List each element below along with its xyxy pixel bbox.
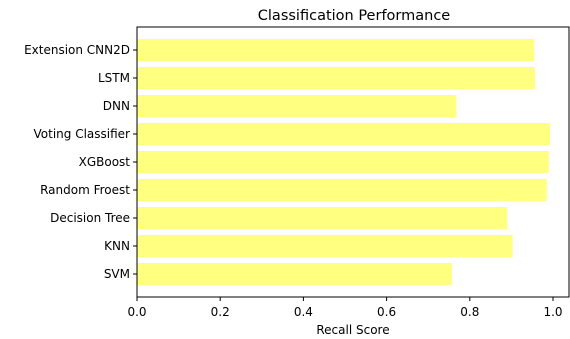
plot-frame [136,26,570,298]
bar-dnn [137,95,457,117]
bars-group [137,39,551,285]
bar-extension-cnn2d [137,39,535,61]
bar-voting-classifier [137,123,551,145]
y-tick-label: Voting Classifier [34,127,131,141]
x-tick-label: 0.4 [294,305,313,319]
chart-title: Classification Performance [258,8,451,24]
bar-random-froest [137,179,547,201]
x-axis-label: Recall Score [316,323,389,337]
y-tick-label: DNN [103,99,130,113]
y-tick-label: KNN [104,239,130,253]
bar-xgboost [137,151,549,173]
y-tick-label: Extension CNN2D [24,43,130,57]
x-tick-label: 0.0 [127,305,146,319]
x-tick-label: 0.6 [377,305,396,319]
y-tick-label: Decision Tree [50,211,130,225]
y-tick-label: XGBoost [79,155,131,169]
bar-knn [137,235,513,257]
y-tick-label: LSTM [98,71,130,85]
y-tick-labels: Extension CNN2D LSTM DNN Voting Classifier X… [24,43,137,281]
bar-svm [137,263,452,285]
x-tick-label: 0.8 [460,305,479,319]
x-tick-label: 0.2 [211,305,230,319]
x-tick-label: 1.0 [543,305,562,319]
x-ticks: 0.0 0.2 0.4 0.6 0.8 1.0 [127,297,563,319]
bar-lstm [137,67,536,89]
y-tick-label: SVM [104,267,130,281]
bar-decision-tree [137,207,508,229]
y-tick-label: Random Froest [40,183,130,197]
